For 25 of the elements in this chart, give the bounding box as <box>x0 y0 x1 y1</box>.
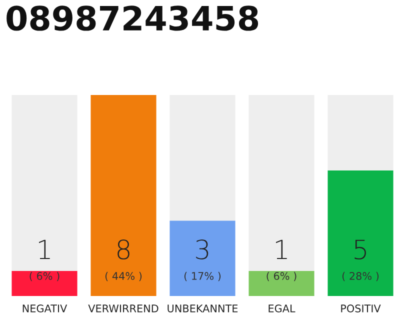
annotation: ( 17% ) <box>184 272 221 282</box>
bar <box>12 270 78 296</box>
bar <box>170 220 236 296</box>
chart-title: 08987243458 <box>6 6 258 31</box>
x-tick-label: VERWIRREND <box>88 304 158 312</box>
x-tick-label: POSITIV <box>341 304 381 312</box>
annotation: ( 6% ) <box>266 272 296 282</box>
bar <box>248 270 314 296</box>
x-tick-label: NEGATIV <box>22 304 68 312</box>
annotation: ( 6% ) <box>30 272 60 282</box>
x-tick-label: EGAL <box>268 304 296 312</box>
data-label: 8 <box>118 239 130 260</box>
bar <box>12 95 78 271</box>
bar <box>170 95 236 221</box>
bar <box>248 95 314 271</box>
bar <box>328 170 394 296</box>
x-tick-label: UNBEKANNTE <box>168 304 238 312</box>
bar <box>90 95 156 296</box>
annotation: ( 28% ) <box>342 272 379 282</box>
annotation: ( 44% ) <box>105 272 142 282</box>
data-label: 1 <box>39 240 50 260</box>
data-label: 1 <box>276 240 287 260</box>
data-label: 3 <box>196 239 208 260</box>
data-label: 5 <box>354 240 366 260</box>
bar <box>328 95 394 170</box>
